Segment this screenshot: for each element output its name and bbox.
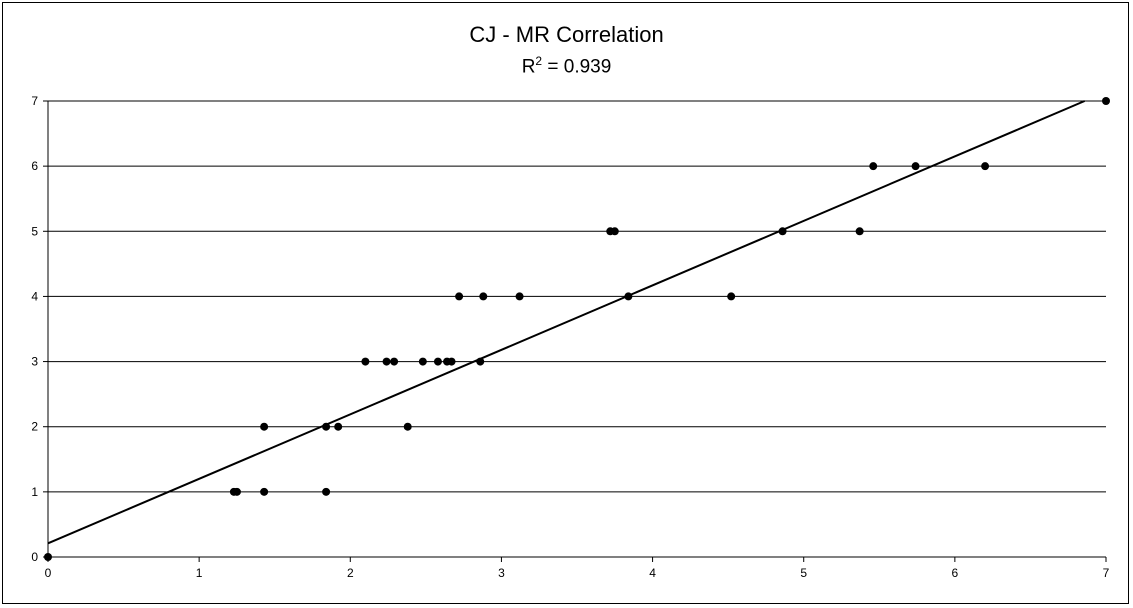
data-point-28 [981,162,990,171]
data-point-19 [515,292,524,301]
x-tick-label-2: 2 [347,566,354,580]
r-squared-value: = 0.939 [542,56,612,78]
y-tick-label-2: 2 [31,420,38,434]
y-tick-label-4: 4 [31,289,38,303]
y-axis-ticks: 0 1 2 3 4 5 6 7 [31,94,48,564]
data-point-23 [610,227,619,236]
y-tick-label-7: 7 [31,94,38,108]
data-points [44,97,1110,561]
chart-title: CJ - MR Correlation [469,22,664,47]
x-tick-label-4: 4 [649,566,656,580]
data-point-5 [260,422,269,431]
data-point-21 [727,292,736,301]
x-tick-label-7: 7 [1103,566,1110,580]
y-tick-label-3: 3 [31,355,38,369]
data-point-20 [624,292,633,301]
data-point-16 [476,357,485,366]
data-point-6 [322,422,331,431]
data-point-7 [334,422,343,431]
x-tick-label-0: 0 [45,566,52,580]
y-tick-label-6: 6 [31,159,38,173]
data-point-8 [403,422,412,431]
chart-subtitle: R2 = 0.939 [0,54,1133,78]
x-tick-label-1: 1 [196,566,203,580]
data-point-11 [390,357,399,366]
data-point-17 [455,292,464,301]
x-axis-ticks: 0 1 2 3 4 5 6 7 [45,557,1110,580]
data-point-9 [361,357,370,366]
y-tick-label-5: 5 [31,224,38,238]
data-point-15 [447,357,456,366]
data-point-4 [322,487,331,496]
data-point-13 [433,357,442,366]
axes [47,101,1106,558]
data-point-18 [479,292,488,301]
data-point-29 [1102,97,1110,105]
data-point-27 [911,162,920,171]
x-tick-label-5: 5 [800,566,807,580]
gridlines [48,100,1106,493]
data-point-3 [260,487,269,496]
r-squared-symbol: R [521,56,536,78]
data-point-10 [382,357,391,366]
data-point-25 [855,227,864,236]
y-tick-label-1: 1 [31,485,38,499]
data-point-26 [869,162,878,171]
x-tick-label-6: 6 [952,566,959,580]
trendline [47,100,1086,545]
data-point-2 [232,487,241,496]
r-squared-exponent: 2 [535,54,543,68]
trendline-group [47,100,1086,545]
data-point-12 [418,357,427,366]
y-tick-label-0: 0 [31,550,38,564]
data-point-24 [778,227,787,236]
x-tick-label-3: 3 [498,566,505,580]
